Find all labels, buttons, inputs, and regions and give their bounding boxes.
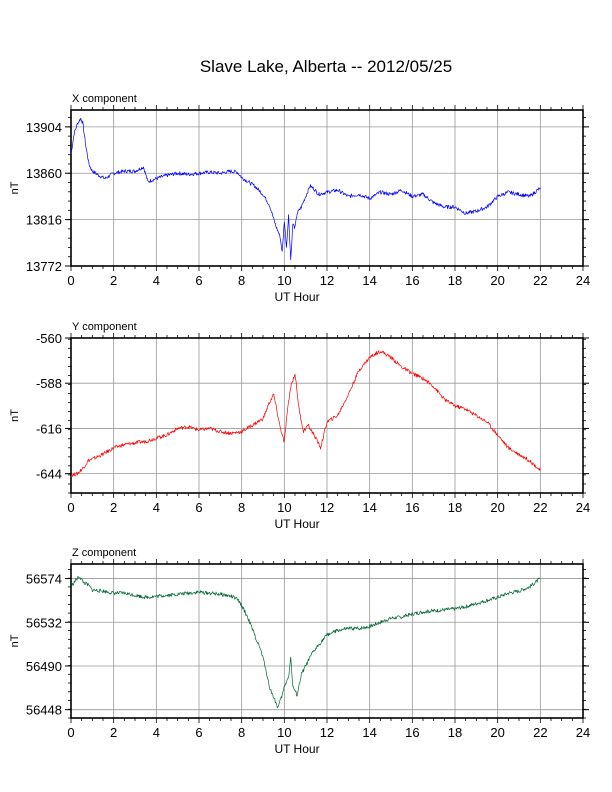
y-tick-label: 13860 — [26, 166, 62, 181]
y-tick-label: 13816 — [26, 213, 62, 228]
y-tick-label: -588 — [36, 376, 62, 391]
y-tick-label: -644 — [36, 467, 62, 482]
x-tick-label: 4 — [153, 725, 160, 740]
x-tick-label: 16 — [405, 273, 419, 288]
x-tick-label: 4 — [153, 273, 160, 288]
x-tick-label: 2 — [110, 273, 117, 288]
y-tick-label: 56448 — [26, 703, 62, 718]
x-tick-label: 20 — [490, 725, 504, 740]
x-tick-label: 8 — [238, 273, 245, 288]
x-tick-label: 12 — [320, 725, 334, 740]
x-tick-label: 18 — [448, 273, 462, 288]
x-axis-label: UT Hour — [274, 517, 319, 531]
x-tick-label: 10 — [277, 500, 291, 515]
x-tick-label: 14 — [362, 725, 376, 740]
x-tick-label: 22 — [533, 273, 547, 288]
y-tick-label: 56574 — [26, 572, 62, 587]
chart-panel-3: 0 2 4 6 8 10 12 14 16 18 20 22 245644856490565325657… — [9, 547, 590, 756]
x-tick-label: 0 — [67, 725, 74, 740]
x-tick-label: 4 — [153, 500, 160, 515]
y-axis-label: nT — [9, 181, 21, 194]
x-tick-label: 24 — [576, 500, 590, 515]
x-axis-label: UT Hour — [274, 742, 319, 756]
chart-panel-1: 0 2 4 6 8 10 12 14 16 18 20 22 241377213816138601390… — [9, 93, 590, 304]
x-tick-label: 18 — [448, 500, 462, 515]
x-tick-label: 8 — [238, 500, 245, 515]
x-tick-label: 8 — [238, 725, 245, 740]
series-line-3 — [70, 576, 541, 709]
x-tick-label: 6 — [195, 725, 202, 740]
panel-subtitle: Z component — [72, 547, 136, 559]
y-tick-label: 56490 — [26, 659, 62, 674]
x-tick-label: 2 — [110, 500, 117, 515]
x-tick-label: 18 — [448, 725, 462, 740]
plot-frame — [70, 337, 584, 494]
x-tick-label: 16 — [405, 725, 419, 740]
x-tick-label: 12 — [320, 500, 334, 515]
series-line-1 — [70, 117, 541, 261]
y-tick-label: 56532 — [26, 615, 62, 630]
x-tick-label: 24 — [576, 725, 590, 740]
x-tick-label: 20 — [490, 500, 504, 515]
series-line-2 — [70, 350, 541, 478]
x-tick-label: 0 — [67, 273, 74, 288]
plot-frame — [70, 109, 584, 267]
x-tick-label: 6 — [195, 500, 202, 515]
panel-subtitle: Y component — [72, 321, 137, 333]
x-tick-label: 16 — [405, 500, 419, 515]
x-tick-label: 0 — [67, 500, 74, 515]
x-tick-label: 14 — [362, 500, 376, 515]
y-tick-label: 13904 — [26, 120, 62, 135]
y-tick-label: -560 — [36, 331, 62, 346]
y-axis-label: nT — [9, 634, 21, 647]
x-tick-label: 14 — [362, 273, 376, 288]
x-tick-label: 20 — [490, 273, 504, 288]
x-tick-label: 10 — [277, 725, 291, 740]
x-axis-label: UT Hour — [274, 290, 319, 304]
panel-subtitle: X component — [72, 93, 137, 105]
y-tick-label: -616 — [36, 421, 62, 436]
y-tick-label: 13772 — [26, 259, 62, 274]
x-tick-label: 10 — [277, 273, 291, 288]
x-tick-label: 22 — [533, 500, 547, 515]
x-tick-label: 12 — [320, 273, 334, 288]
x-tick-label: 2 — [110, 725, 117, 740]
x-tick-label: 22 — [533, 725, 547, 740]
page-title: Slave Lake, Alberta -- 2012/05/25 — [199, 57, 453, 76]
y-axis-label: nT — [9, 409, 21, 422]
x-tick-label: 6 — [195, 273, 202, 288]
plot-frame — [70, 563, 584, 719]
x-tick-label: 24 — [576, 273, 590, 288]
